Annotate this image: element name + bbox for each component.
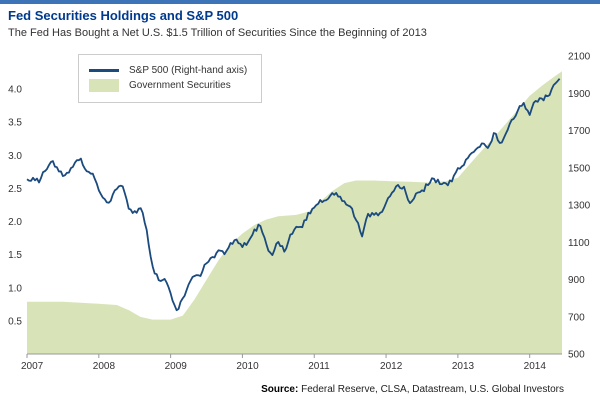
chart-subtitle: The Fed Has Bought a Net U.S. $1.5 Trill… xyxy=(8,27,427,39)
legend-label-gov: Government Securities xyxy=(129,80,231,91)
chart-area: 2007 2008 2009 2010 2011 2012 2013 2014 0.5 1.0 1.… xyxy=(0,42,600,384)
source-text: Federal Reserve, CLSA, Datastream, U.S. … xyxy=(298,384,564,395)
y-right-tick-label: 1500 xyxy=(568,163,591,174)
chart: 2007 2008 2009 2010 2011 2012 2013 2014 0.5 1.0 1.… xyxy=(8,52,591,373)
government-securities-swatch xyxy=(89,79,119,92)
x-axis-label: 2008 xyxy=(93,361,116,372)
y-right-tick-label: 700 xyxy=(568,312,585,323)
legend: S&P 500 (Right-hand axis) Government Sec… xyxy=(78,54,263,103)
legend-item-gov: Government Securities xyxy=(89,79,247,92)
y-left-tick-label: 0.5 xyxy=(8,316,22,327)
y-right-tick-label: 1100 xyxy=(568,238,590,249)
y-right-tick-label: 1700 xyxy=(568,126,591,137)
y-left-tick-label: 3.5 xyxy=(8,118,22,129)
legend-item-sp500: S&P 500 (Right-hand axis) xyxy=(89,65,247,76)
y-right-tick-label: 1900 xyxy=(568,89,591,100)
header: Fed Securities Holdings and S&P 500 The … xyxy=(0,4,600,40)
x-axis-label: 2010 xyxy=(236,361,259,372)
chart-title: Fed Securities Holdings and S&P 500 xyxy=(8,8,239,23)
y-left-tick-label: 1.5 xyxy=(8,250,22,261)
y-left-tick-label: 4.0 xyxy=(8,85,22,96)
x-axis-label: 2014 xyxy=(524,361,547,372)
x-axis-label: 2012 xyxy=(380,361,403,372)
source-note: Source: Federal Reserve, CLSA, Datastrea… xyxy=(0,384,600,395)
x-axis-label: 2013 xyxy=(452,361,475,372)
government-securities-area xyxy=(27,71,562,354)
x-axis-label: 2007 xyxy=(21,361,44,372)
y-left-tick-label: 2.0 xyxy=(8,217,22,228)
legend-label-sp500: S&P 500 (Right-hand axis) xyxy=(129,65,248,76)
y-left-tick-label: 3.0 xyxy=(8,151,22,162)
y-right-tick-label: 900 xyxy=(568,275,585,286)
y-left-tick-label: 2.5 xyxy=(8,184,22,195)
x-axis-label: 2009 xyxy=(165,361,188,372)
sp500-line-swatch xyxy=(89,69,119,72)
y-right-tick-label: 1300 xyxy=(568,201,591,212)
source-label: Source: xyxy=(261,384,299,395)
y-right-tick-label: 2100 xyxy=(568,52,591,63)
y-right-tick-label: 500 xyxy=(568,350,585,361)
top-accent-bar xyxy=(0,0,600,4)
x-axis-label: 2011 xyxy=(308,361,330,372)
y-left-tick-label: 1.0 xyxy=(8,283,22,294)
sp500-line xyxy=(26,78,561,312)
